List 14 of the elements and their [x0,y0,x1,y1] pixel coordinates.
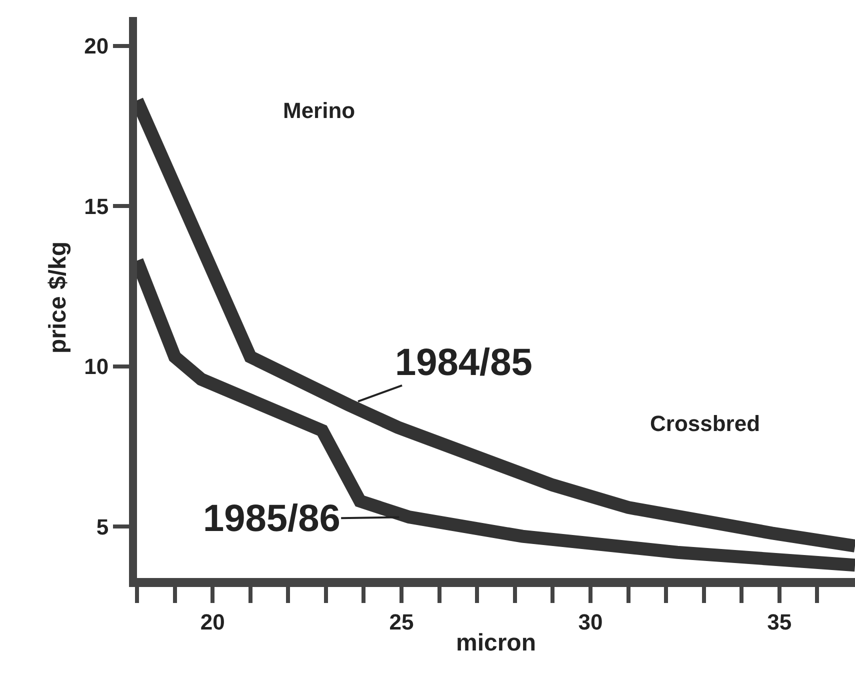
y-tick-label: 5 [96,514,109,540]
y-tick-label: 10 [84,354,109,380]
x-tick-label: 20 [200,609,225,634]
annotation: Crossbred [650,411,760,436]
x-tick-label: 35 [767,609,792,634]
y-axis-title: price $/kg [44,241,72,354]
x-tick-label: 25 [389,609,414,634]
series-label: 1985/86 [203,498,340,540]
x-axis-title: micron [456,630,536,657]
y-tick-label: 20 [84,34,109,59]
x-tick-label: 30 [578,609,603,634]
y-tick-label: 15 [84,194,109,219]
series-label: 1984/85 [395,342,532,384]
annotation: Merino [283,98,356,123]
